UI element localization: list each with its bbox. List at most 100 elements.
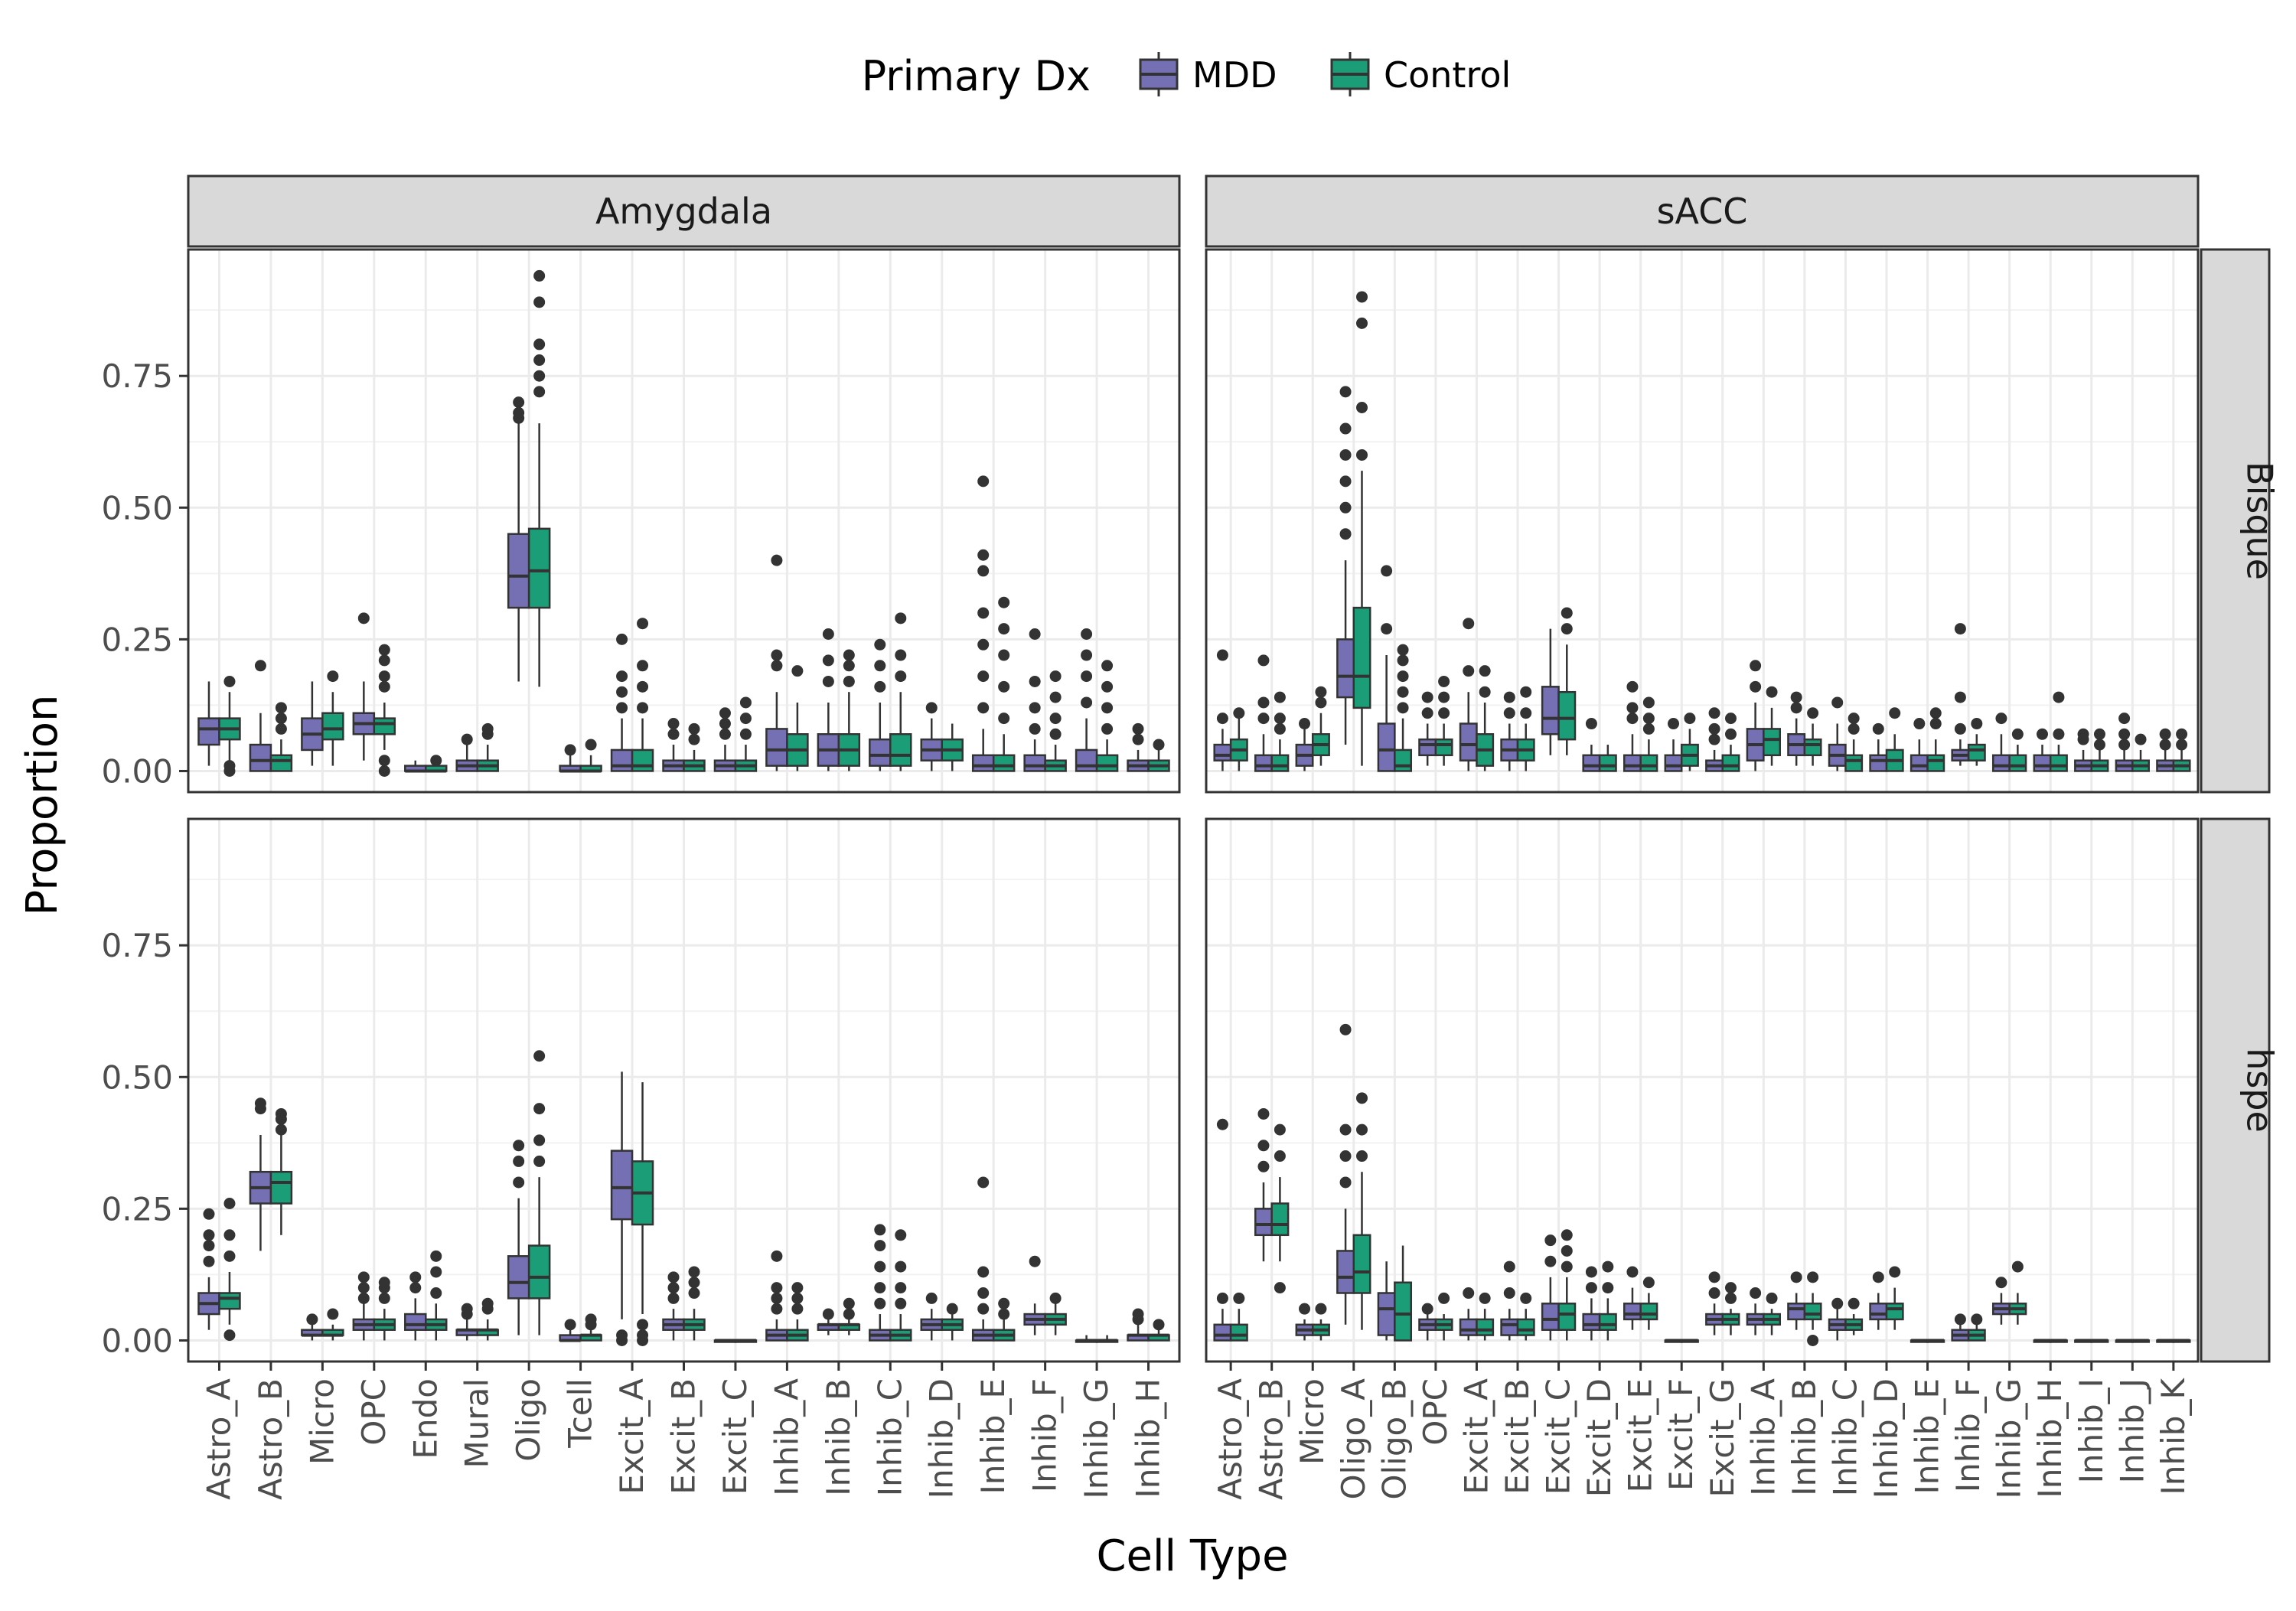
outlier-point — [925, 702, 938, 714]
outlier-point — [719, 728, 731, 740]
box-mdd-astro_a — [197, 717, 220, 746]
outlier-point — [1463, 665, 1475, 677]
outlier-point — [1929, 707, 1942, 719]
box-control-inhib_h — [2049, 754, 2068, 772]
outlier-point — [2093, 739, 2105, 751]
x-tick-label: Inhib_B — [820, 1378, 857, 1496]
outlier-point — [895, 1229, 907, 1241]
panel-bg-sacc-hspe — [1206, 819, 2198, 1362]
outlier-point — [771, 1282, 783, 1294]
outlier-point — [874, 1297, 886, 1309]
outlier-point — [2159, 728, 2171, 740]
outlier-point — [1626, 1266, 1639, 1278]
outlier-point — [1315, 696, 1327, 709]
x-tick-label: Inhib_G — [1078, 1378, 1115, 1499]
outlier-point — [1216, 1118, 1228, 1130]
outlier-point — [533, 269, 546, 282]
outlier-point — [1642, 696, 1655, 709]
outlier-point — [771, 1250, 783, 1262]
box-mdd-oligo_a — [1336, 638, 1355, 699]
outlier-point — [1081, 696, 1093, 709]
outlier-point — [791, 665, 804, 677]
outlier-point — [637, 618, 649, 630]
outlier-point — [378, 670, 390, 683]
panel-border-sacc-bisque — [1205, 248, 2200, 794]
outlier-point — [1479, 1292, 1491, 1304]
panel-border-amygdala-bisque — [187, 248, 1181, 794]
box-control-astro_b — [269, 754, 293, 772]
y-tick-label: 0.50 — [101, 1058, 173, 1096]
box-control-excit_b — [1516, 1318, 1535, 1336]
box-mdd-oligo_a — [1336, 1250, 1355, 1294]
outlier-point — [203, 1229, 215, 1241]
outlier-point — [1101, 660, 1114, 672]
outlier-point — [667, 728, 680, 740]
outlier-point — [1708, 722, 1720, 735]
outlier-point — [998, 596, 1010, 608]
box-mdd-excit_c — [1541, 1303, 1560, 1331]
outlier-point — [998, 649, 1010, 661]
outlier-point — [1831, 696, 1844, 709]
outlier-point — [667, 718, 680, 730]
outlier-point — [1831, 1297, 1844, 1309]
outlier-point — [1807, 1271, 1819, 1283]
outlier-point — [1081, 670, 1093, 683]
y-tick-label: 0.75 — [101, 927, 173, 964]
outlier-point — [1049, 713, 1062, 725]
outlier-point — [1561, 1260, 1573, 1273]
box-control-astro_b — [1270, 754, 1290, 772]
outlier-point — [1274, 713, 1286, 725]
outlier-point — [1626, 713, 1639, 725]
outlier-point — [254, 1097, 266, 1110]
outlier-point — [1724, 1292, 1737, 1304]
outlier-point — [1101, 702, 1114, 714]
outlier-point — [2053, 728, 2065, 740]
outlier-point — [585, 1313, 597, 1326]
box-mdd-excit_a — [610, 748, 634, 772]
outlier-point — [513, 406, 525, 419]
facet-strip-bisque — [2200, 248, 2271, 794]
outlier-point — [1602, 1260, 1614, 1273]
outlier-point — [1029, 722, 1041, 735]
outlier-point — [461, 733, 473, 745]
outlier-point — [1561, 623, 1573, 635]
outlier-point — [1438, 691, 1450, 703]
outlier-point — [357, 612, 370, 625]
outlier-point — [1503, 691, 1515, 703]
y-tick-label: 0.50 — [101, 489, 173, 527]
outlier-point — [874, 1282, 886, 1294]
outlier-point — [2176, 728, 2188, 740]
outlier-point — [977, 475, 990, 488]
x-tick-label: Inhib_F — [1026, 1378, 1064, 1492]
outlier-point — [1503, 1260, 1515, 1273]
outlier-point — [874, 638, 886, 651]
x-tick-label: Endo — [406, 1378, 444, 1459]
x-axis-title: Cell Type — [1096, 1531, 1288, 1581]
outlier-point — [585, 739, 597, 751]
outlier-point — [1954, 691, 1966, 703]
x-tick-label: Inhib_J — [2113, 1378, 2151, 1483]
outlier-point — [1848, 713, 1860, 725]
outlier-point — [1216, 713, 1228, 725]
outlier-point — [719, 707, 731, 719]
outlier-point — [481, 1297, 494, 1309]
outlier-point — [1029, 628, 1041, 640]
outlier-point — [822, 628, 834, 640]
x-tick-label: Excit_C — [1540, 1378, 1577, 1495]
outlier-point — [1954, 623, 1966, 635]
outlier-point — [1397, 644, 1409, 656]
outlier-point — [430, 1250, 442, 1262]
outlier-point — [998, 1308, 1010, 1320]
outlier-point — [874, 1240, 886, 1252]
outlier-point — [223, 1229, 236, 1241]
outlier-point — [977, 1287, 990, 1300]
outlier-point — [1299, 1303, 1311, 1315]
outlier-point — [1233, 1292, 1245, 1304]
outlier-point — [1029, 702, 1041, 714]
outlier-point — [1216, 1292, 1228, 1304]
outlier-point — [1724, 728, 1737, 740]
x-tick-label: Excit_E — [1622, 1378, 1659, 1492]
outlier-point — [977, 1266, 990, 1278]
facet-strip-amygdala — [187, 174, 1181, 248]
outlier-point — [1848, 1297, 1860, 1309]
